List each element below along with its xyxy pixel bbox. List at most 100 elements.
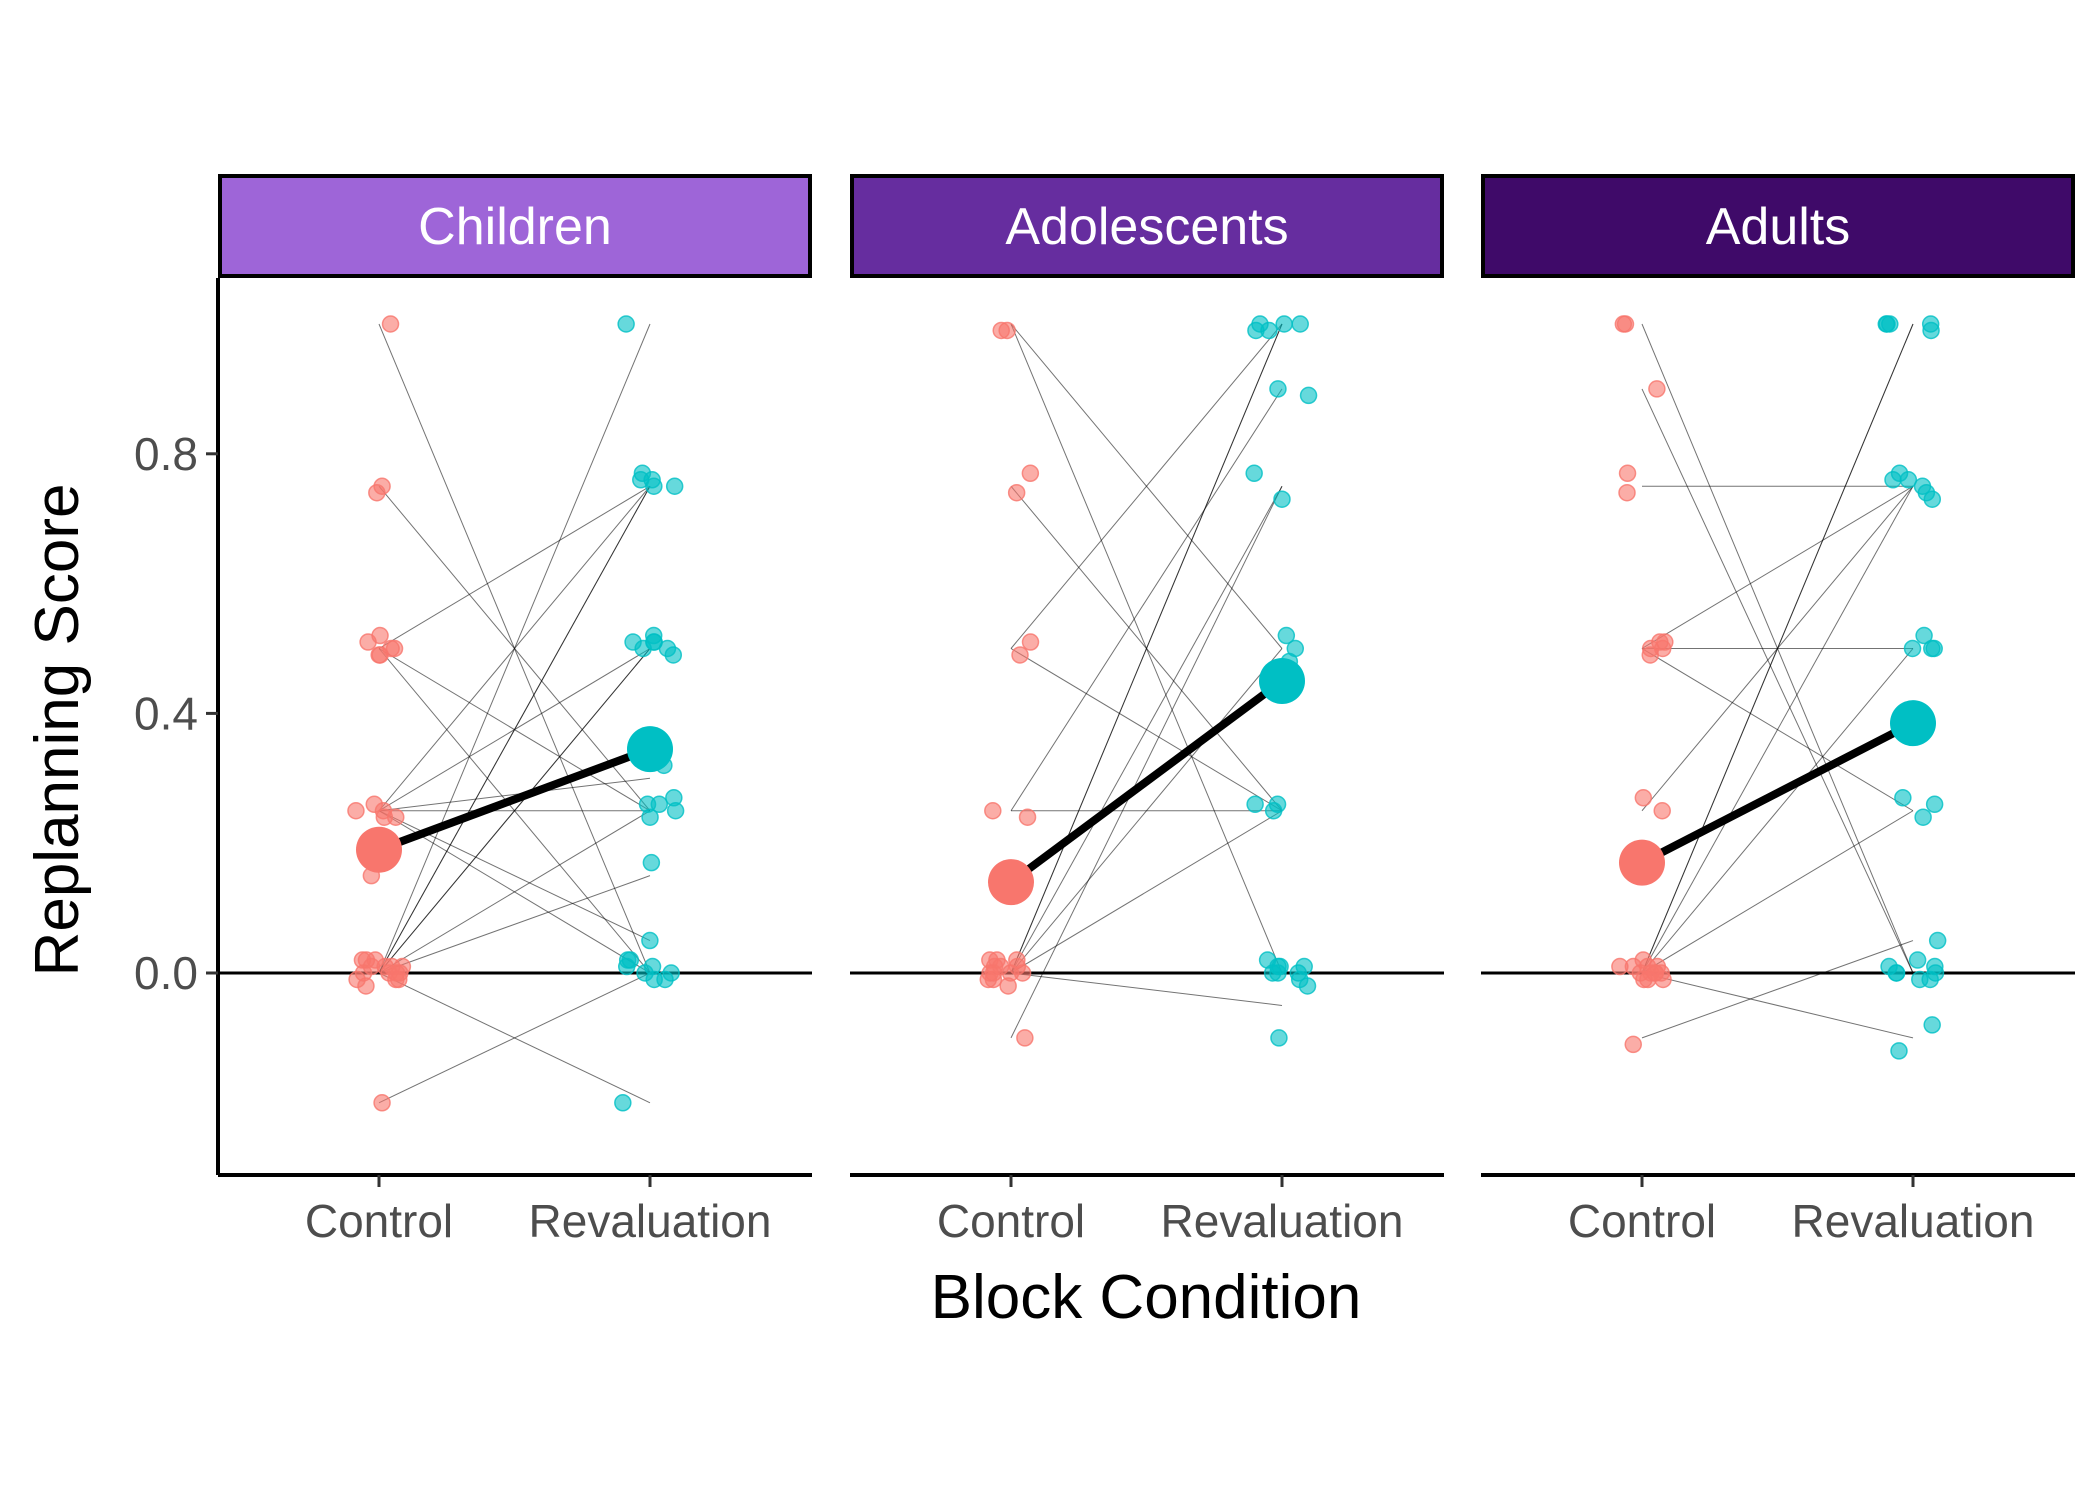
x-tick-label: Revaluation (529, 1195, 772, 1247)
control-point (390, 970, 408, 989)
revaluation-point (1260, 321, 1278, 340)
control-point (1007, 483, 1026, 502)
paired-subject-line (378, 648, 651, 974)
control-point (347, 802, 365, 820)
control-mean-point (356, 826, 402, 873)
control-mean-point (1619, 839, 1665, 886)
paired-subject-line (1010, 486, 1283, 974)
control-point (1648, 380, 1666, 398)
x-tick-label: Revaluation (1161, 1195, 1404, 1247)
mean-line (377, 745, 652, 854)
control-point (1634, 789, 1653, 807)
revaluation-point (1921, 970, 1939, 989)
revaluation-point (1277, 626, 1296, 645)
paired-subject-line (378, 972, 651, 1104)
revaluation-point (656, 970, 674, 989)
control-point (1624, 1035, 1642, 1054)
revaluation-point (1890, 1042, 1908, 1060)
control-point (1016, 1029, 1034, 1047)
revaluation-point (1270, 1029, 1288, 1047)
control-point (365, 795, 384, 814)
revaluation-mean-point (1890, 700, 1936, 747)
facet-label: Adolescents (1005, 198, 1288, 256)
paired-subject-line (1641, 486, 1914, 974)
revaluation-point (1298, 977, 1317, 995)
revaluation-point (1923, 490, 1942, 508)
revaluation-point (621, 951, 640, 969)
mean-line (1008, 677, 1285, 886)
x-axis-title: Block Condition (931, 1263, 1362, 1332)
control-point (992, 321, 1010, 340)
paired-subject-line (1010, 486, 1283, 1039)
revaluation-mean-point (1259, 657, 1305, 704)
control-point (1008, 951, 1026, 969)
control-point (371, 646, 389, 664)
paired-subject-line (1641, 485, 1914, 649)
revaluation-point (1289, 964, 1308, 982)
control-point (381, 315, 400, 333)
revaluation-point (1915, 626, 1933, 645)
revaluation-point (1269, 380, 1287, 398)
panel-adults: Adults Control Revaluation (1481, 174, 2075, 1247)
x-tick-label: Control (1568, 1195, 1716, 1247)
revaluation-point (1894, 789, 1912, 807)
revaluation-point (1914, 808, 1932, 826)
facet-strip-adolescents (850, 174, 1444, 278)
y-tick-label: 0.8 (134, 428, 198, 480)
revaluation-point (1275, 315, 1293, 333)
x-tick-label: Revaluation (1792, 1195, 2035, 1247)
paired-subject-line (378, 485, 651, 649)
revaluation-point (641, 931, 659, 950)
paired-subject-line (1641, 972, 1914, 1039)
control-point (1011, 646, 1029, 664)
control-point (1614, 315, 1633, 333)
revaluation-point (1884, 471, 1902, 489)
revaluation-point (1246, 795, 1264, 814)
paired-subject-line (378, 810, 651, 974)
revaluation-point (658, 639, 677, 658)
revaluation-point (643, 957, 662, 976)
control-point (1021, 464, 1040, 483)
revaluation-point (641, 808, 659, 826)
revaluation-point (624, 633, 642, 651)
paired-subject-line (378, 323, 651, 974)
control-point (999, 977, 1017, 995)
panel-children: Children Control Revaluation (218, 174, 812, 1247)
paired-subject-line (1641, 648, 1914, 974)
revaluation-point (1881, 315, 1899, 333)
control-point (1648, 957, 1667, 976)
y-axis: 0.0 0.4 0.8 (134, 278, 220, 1175)
paired-subject-line (1010, 388, 1283, 812)
revaluation-point (1923, 639, 1941, 658)
revaluation-point (614, 1094, 632, 1112)
y-axis-title: Replanning Score (23, 484, 92, 977)
x-tick-label: Control (937, 1195, 1085, 1247)
control-point (1618, 464, 1637, 483)
revaluation-mean-point (627, 726, 673, 773)
paired-subject-line (1641, 940, 1914, 1039)
control-point (1653, 802, 1671, 820)
control-point (1611, 957, 1629, 976)
control-point (368, 483, 386, 502)
control-point (1641, 646, 1659, 664)
paired-subject-line (378, 777, 651, 812)
control-point (1618, 483, 1636, 502)
x-tick-label: Control (305, 1195, 453, 1247)
control-point (1018, 808, 1037, 826)
revaluation-point (1291, 315, 1309, 333)
revaluation-point (1273, 490, 1291, 508)
y-tick-label: 0.0 (134, 947, 198, 999)
revaluation-point (1923, 1016, 1941, 1034)
control-point (371, 626, 389, 645)
revaluation-point (617, 315, 635, 333)
control-point (373, 1094, 391, 1112)
revaluation-point (1928, 931, 1947, 950)
revaluation-point (1903, 639, 1922, 658)
revaluation-point (665, 477, 684, 495)
revaluation-point (1299, 386, 1318, 405)
control-point (387, 808, 405, 826)
revaluation-point (1922, 321, 1940, 340)
panels-layer: Children Control Revaluation Adolescents Con… (218, 174, 2075, 1247)
control-point (1021, 633, 1040, 651)
